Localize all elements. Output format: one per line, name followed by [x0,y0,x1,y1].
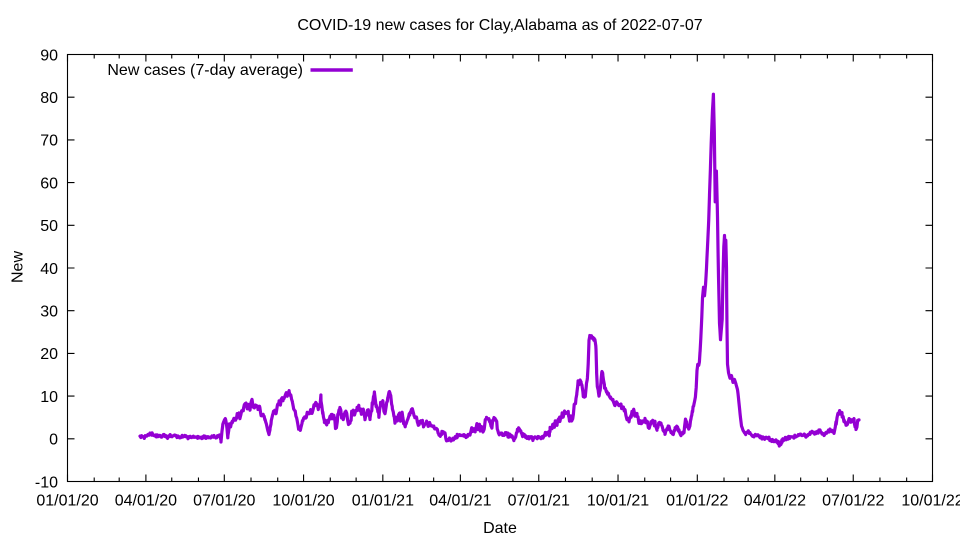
svg-text:07/01/22: 07/01/22 [822,493,884,510]
svg-text:New: New [10,251,27,283]
svg-text:01/01/20: 01/01/20 [36,493,98,510]
svg-text:04/01/21: 04/01/21 [429,493,491,510]
svg-text:New cases (7-day average): New cases (7-day average) [107,62,303,79]
svg-text:30: 30 [40,304,58,321]
svg-text:60: 60 [40,175,58,192]
svg-text:Date: Date [483,520,517,537]
svg-text:04/01/20: 04/01/20 [115,493,177,510]
svg-text:COVID-19 new cases for Clay,Al: COVID-19 new cases for Clay,Alabama as o… [297,17,702,34]
svg-text:10: 10 [40,389,58,406]
svg-text:70: 70 [40,133,58,150]
svg-text:07/01/20: 07/01/20 [193,493,255,510]
svg-text:01/01/22: 01/01/22 [666,493,728,510]
svg-text:40: 40 [40,261,58,278]
svg-text:90: 90 [40,47,58,64]
svg-text:80: 80 [40,90,58,107]
svg-text:-10: -10 [35,474,58,491]
svg-text:10/01/21: 10/01/21 [587,493,649,510]
svg-text:10/01/22: 10/01/22 [901,493,960,510]
svg-text:50: 50 [40,218,58,235]
svg-text:0: 0 [49,432,58,449]
svg-text:04/01/22: 04/01/22 [744,493,806,510]
svg-text:20: 20 [40,346,58,363]
svg-text:10/01/20: 10/01/20 [272,493,334,510]
svg-text:07/01/21: 07/01/21 [508,493,570,510]
svg-text:01/01/21: 01/01/21 [352,493,414,510]
